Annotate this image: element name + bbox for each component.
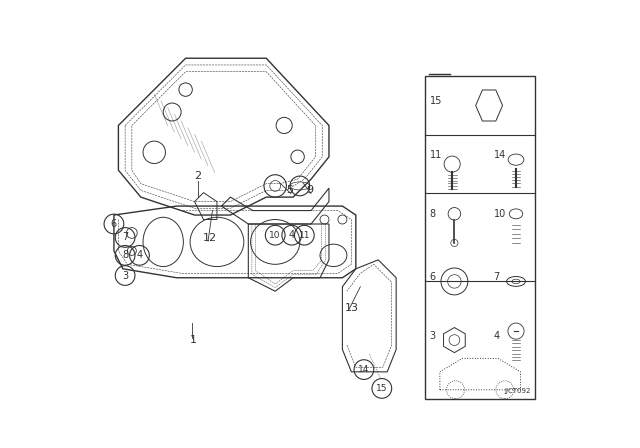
Text: 4: 4 xyxy=(493,331,500,340)
Text: 13: 13 xyxy=(345,303,358,313)
Text: 8: 8 xyxy=(430,209,436,219)
Text: 7: 7 xyxy=(493,272,500,282)
Text: 1: 1 xyxy=(190,335,197,345)
Text: 2: 2 xyxy=(195,171,202,181)
Text: 9: 9 xyxy=(307,185,314,194)
Bar xyxy=(425,76,535,399)
Text: 8: 8 xyxy=(122,250,128,260)
Text: 4: 4 xyxy=(136,250,143,260)
Text: 5: 5 xyxy=(287,185,293,194)
Text: 11: 11 xyxy=(299,231,310,240)
Text: 6: 6 xyxy=(430,272,436,282)
Text: 11: 11 xyxy=(430,150,442,160)
Text: 6: 6 xyxy=(111,219,117,229)
Text: JJCT092: JJCT092 xyxy=(504,388,531,394)
Text: 4: 4 xyxy=(289,230,295,240)
Text: 14: 14 xyxy=(493,150,506,160)
Text: 15: 15 xyxy=(430,96,442,106)
Text: 12: 12 xyxy=(203,233,217,243)
Text: 14: 14 xyxy=(358,365,369,374)
Text: 15: 15 xyxy=(376,384,388,393)
Text: 10: 10 xyxy=(493,209,506,219)
Text: 7: 7 xyxy=(122,233,128,242)
Text: 3: 3 xyxy=(122,271,128,280)
Text: 3: 3 xyxy=(430,331,436,340)
Text: 10: 10 xyxy=(269,231,281,240)
